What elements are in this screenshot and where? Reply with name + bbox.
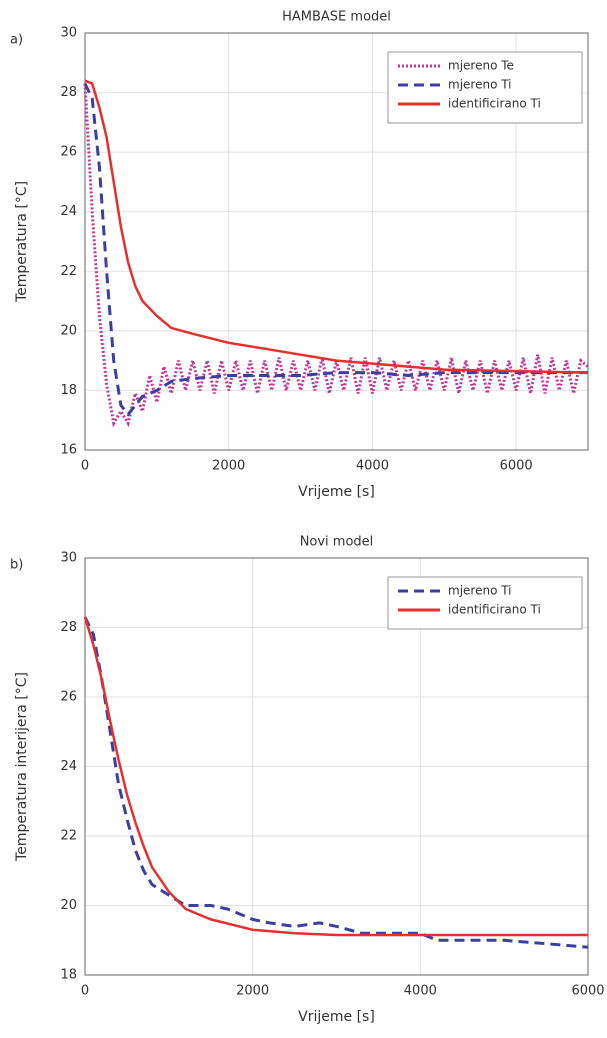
x-tick-label: 6000 [500, 459, 533, 474]
y-axis-label: Temperatura [°C] [14, 181, 30, 303]
panel-label: a) [10, 33, 23, 48]
x-tick-label: 6000 [571, 984, 604, 999]
x-axis-label: Vrijeme [s] [298, 1009, 375, 1025]
x-axis-label: Vrijeme [s] [298, 484, 375, 500]
series-line [83, 616, 589, 949]
x-tick-label: 4000 [356, 459, 389, 474]
series-line [83, 616, 588, 937]
y-tick-label: 18 [60, 383, 77, 398]
x-tick-label: 0 [81, 459, 89, 474]
plot-frame [84, 557, 589, 976]
x-tick-label: 0 [81, 984, 89, 999]
y-tick-label: 28 [60, 620, 77, 635]
series-line [84, 79, 589, 374]
series-line [83, 82, 588, 417]
y-tick-label: 24 [60, 204, 77, 219]
x-tick-label: 2000 [212, 459, 245, 474]
y-tick-label: 22 [60, 829, 77, 844]
y-tick-label: 20 [60, 323, 77, 338]
y-tick-label: 28 [60, 85, 77, 100]
y-tick-label: 22 [60, 264, 77, 279]
chart-title: HAMBASE model [282, 10, 391, 25]
y-tick-label: 24 [60, 759, 77, 774]
y-tick-label: 16 [60, 443, 77, 458]
plot-frame [84, 32, 589, 451]
chart-title: Novi model [300, 535, 374, 550]
y-tick-label: 26 [60, 145, 77, 160]
x-tick-label: 2000 [236, 984, 269, 999]
legend-label: identificirano Ti [448, 97, 541, 111]
y-tick-label: 30 [60, 26, 77, 41]
legend-label: mjereno Te [448, 59, 514, 73]
y-tick-label: 18 [60, 968, 77, 983]
y-tick-label: 20 [60, 898, 77, 913]
y-tick-label: 26 [60, 690, 77, 705]
panel-label: b) [10, 558, 23, 573]
legend-label: mjereno Ti [448, 78, 512, 92]
legend-label: mjereno Ti [448, 584, 512, 598]
legend-box [387, 576, 583, 630]
legend-label: identificirano Ti [448, 603, 541, 617]
legend-box [387, 51, 583, 124]
x-tick-label: 4000 [404, 984, 437, 999]
y-axis-label: Temperatura interijera [°C] [14, 672, 30, 862]
y-tick-label: 30 [60, 551, 77, 566]
